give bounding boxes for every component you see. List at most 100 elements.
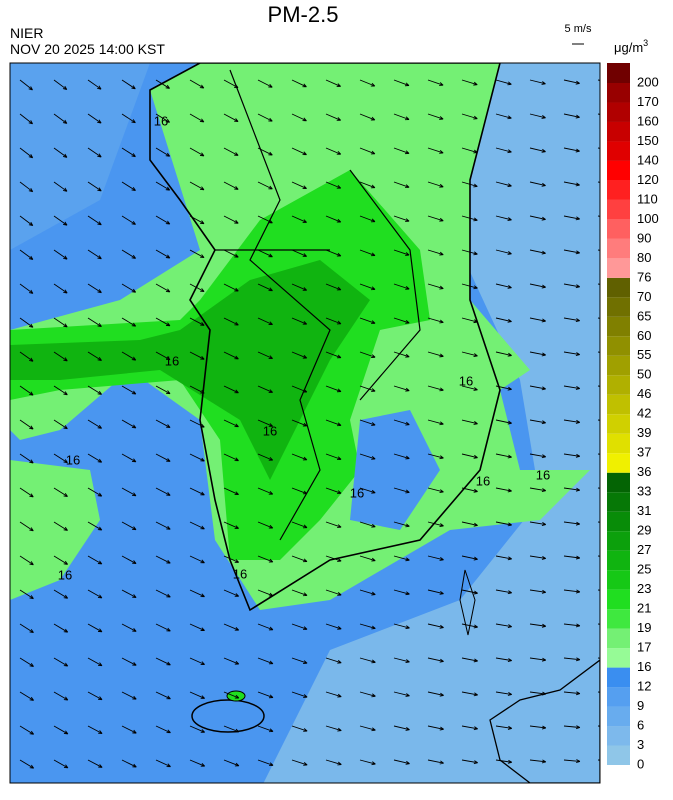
wind-arrow — [359, 181, 376, 189]
wind-arrow — [121, 147, 136, 158]
wind-arrow — [427, 351, 444, 358]
wind-arrow — [189, 147, 205, 157]
wind-arrow — [19, 487, 34, 498]
wind-arrow — [495, 385, 512, 391]
wind-arrow — [495, 589, 512, 595]
colorbar-label: 19 — [637, 620, 651, 635]
colorbar-swatch — [607, 394, 630, 415]
wind-arrow — [461, 385, 478, 391]
contour-label: 16 — [66, 452, 80, 467]
wind-arrow — [325, 589, 342, 596]
colorbar-label: 150 — [637, 133, 659, 148]
wind-arrow — [325, 657, 342, 664]
wind-arrow — [563, 215, 580, 221]
wind-arrow — [393, 385, 410, 392]
wind-arrow — [495, 453, 512, 459]
colorbar-swatch — [607, 667, 630, 688]
wind-arrow — [529, 657, 547, 662]
wind-arrow — [325, 385, 342, 393]
colorbar-swatch — [607, 472, 630, 493]
wind-arrow — [53, 147, 68, 158]
wind-arrow — [155, 691, 171, 700]
wind-arrow — [155, 419, 171, 428]
wind-arrow — [87, 317, 102, 328]
wind-arrow — [19, 555, 34, 566]
island — [459, 569, 476, 636]
colorbar-swatch — [607, 687, 630, 707]
contour-label: 16 — [154, 113, 168, 128]
wind-arrow — [495, 317, 512, 323]
wind-arrow — [359, 385, 376, 392]
unit-sup: 3 — [643, 38, 648, 48]
wind-arrow — [19, 623, 34, 634]
wind-arrow — [393, 317, 410, 324]
colorbar-swatch — [607, 726, 630, 746]
wind-arrow — [257, 351, 273, 359]
wind-arrow — [257, 249, 273, 258]
wind-arrow — [291, 589, 308, 597]
wind-arrow — [155, 351, 171, 361]
wind-arrow — [155, 385, 171, 395]
colorbar-swatch — [607, 414, 630, 434]
wind-arrow — [257, 453, 274, 461]
wind-arrow — [563, 351, 581, 356]
wind-arrow — [223, 521, 239, 529]
wind-arrow — [291, 487, 308, 495]
wind-arrow — [87, 759, 103, 768]
wind-arrow — [495, 283, 512, 289]
wind-arrow — [155, 521, 171, 530]
wind-arrow — [19, 283, 34, 294]
wind-arrow — [189, 215, 205, 225]
wind-arrow — [427, 317, 444, 324]
wind-arrow — [325, 317, 342, 325]
wind-arrow — [121, 79, 136, 90]
contour-label: 16 — [459, 373, 473, 388]
wind-arrow — [461, 691, 478, 697]
wind-arrow — [189, 555, 205, 564]
wind-arrow — [223, 759, 240, 767]
wind-arrow — [461, 79, 478, 86]
wind-arrow — [223, 249, 239, 258]
colorbar-swatch — [607, 531, 630, 551]
wind-arrow — [359, 113, 376, 121]
contour-label: 16 — [58, 567, 72, 582]
wind-arrow — [393, 657, 410, 663]
wind-arrow — [155, 725, 171, 734]
wind-arrow — [19, 385, 34, 396]
colorbar-swatch — [607, 492, 630, 512]
wind-arrow — [189, 623, 205, 632]
wind-arrow — [393, 181, 410, 188]
wind-arrow — [291, 317, 308, 325]
wind-arrow — [427, 487, 444, 494]
wind-arrow — [223, 623, 240, 631]
wind-arrow — [563, 555, 581, 560]
colorbar-label: 29 — [637, 523, 651, 538]
wind-arrow — [495, 555, 512, 561]
wind-arrow — [87, 691, 103, 701]
wind-arrow — [257, 487, 274, 495]
wind-arrow — [461, 725, 478, 731]
wind-arrow — [223, 181, 239, 190]
wind-arrow — [87, 147, 102, 158]
wind-arrow — [325, 419, 342, 427]
wind-arrow — [19, 215, 34, 227]
wind-arrow — [121, 589, 137, 598]
wind-arrow — [257, 657, 274, 665]
wind-arrow — [257, 521, 274, 529]
colorbar-label: 21 — [637, 601, 651, 616]
wind-arrow — [359, 215, 376, 223]
wind-arrow — [223, 113, 239, 123]
colorbar-label: 55 — [637, 347, 651, 362]
colorbar-label: 0 — [637, 756, 644, 771]
colorbar-swatch — [607, 433, 630, 454]
wind-arrow — [121, 725, 137, 734]
colorbar-label: 76 — [637, 269, 651, 284]
colorbar-swatch — [607, 609, 630, 629]
wind-arrow — [155, 589, 171, 598]
wind-arrow — [121, 283, 137, 293]
wind-arrow — [325, 351, 342, 359]
colorbar-label: 70 — [637, 289, 651, 304]
colorbar-swatch — [607, 355, 630, 376]
wind-arrow — [121, 453, 137, 463]
